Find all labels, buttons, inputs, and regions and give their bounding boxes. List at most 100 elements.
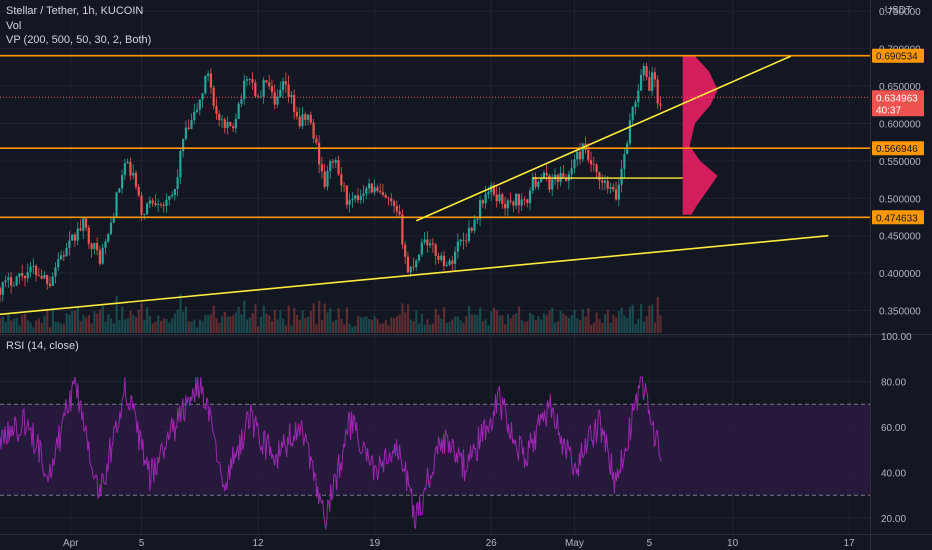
candle-body [37, 275, 40, 277]
volume-bar [523, 321, 526, 333]
volume-bar [395, 316, 399, 333]
volume-bar [437, 314, 440, 333]
volume-bar [492, 307, 496, 333]
volume-bar [637, 318, 640, 333]
volume-bar [315, 324, 318, 333]
candle-body [509, 200, 512, 202]
volume-bar [4, 322, 7, 333]
volume-bar [456, 316, 460, 333]
candle-body [259, 96, 262, 98]
volume-bar [540, 319, 543, 333]
volume-bar [556, 321, 559, 333]
volume-bar [190, 321, 193, 333]
candle-body [265, 80, 268, 83]
candle-body [273, 92, 276, 105]
price-tick-label: 0.650000 [879, 82, 921, 93]
volume-bar [592, 322, 596, 333]
candle-body [170, 195, 174, 197]
candle-body [198, 99, 201, 110]
candle-body [32, 265, 35, 267]
candle-body [412, 266, 415, 268]
candle-body [573, 159, 576, 169]
volume-bar [562, 313, 565, 333]
candle-body [195, 109, 199, 112]
volume-bar [18, 325, 21, 333]
volume-bar [132, 314, 135, 333]
volume-bar [590, 324, 593, 333]
candle-body [245, 79, 249, 81]
volume-bar [479, 307, 482, 333]
volume-bar [1, 316, 4, 333]
candle-body [603, 180, 607, 183]
candle-body [409, 266, 412, 273]
candle-body [104, 241, 107, 248]
support-tag [872, 210, 924, 225]
candle-body [595, 164, 598, 173]
volume-bar [345, 307, 349, 333]
volume-bar [431, 323, 435, 333]
candle-body [420, 242, 423, 255]
candle-body [315, 138, 318, 143]
volume-bar [370, 319, 374, 333]
candle-body [495, 194, 498, 202]
candle-body [343, 185, 346, 187]
candle-body [542, 172, 545, 179]
candle-body [298, 116, 301, 127]
candle-body [126, 161, 129, 164]
candle-body [614, 189, 618, 200]
candle-body [531, 177, 534, 191]
candle-body [623, 154, 626, 169]
volume-bar [48, 327, 52, 333]
candle-body [290, 94, 293, 98]
candle-body [429, 243, 432, 246]
candle-body [71, 234, 74, 241]
candle-body [362, 193, 365, 196]
volume-bar [134, 317, 138, 333]
volume-bar [501, 315, 504, 333]
volume-bar [62, 323, 66, 333]
rsi-tick-label: 60.00 [881, 423, 906, 434]
volume-bar [221, 315, 224, 333]
volume-bar [340, 319, 343, 333]
volume-bar [187, 321, 190, 333]
volume-bar [356, 315, 360, 333]
candle-body [248, 79, 251, 80]
candle-body [218, 113, 221, 120]
volume-bar [32, 327, 35, 333]
volume-bar [240, 314, 243, 333]
time-tick-label: May [565, 538, 584, 549]
candle-body [62, 255, 65, 257]
candle-body [659, 103, 662, 106]
resistance-tag-label: 0.690534 [876, 52, 918, 63]
volume-bar [107, 314, 110, 333]
candle-body [445, 264, 448, 267]
candle-body [84, 218, 88, 228]
volume-bar [606, 310, 609, 333]
candle-body [329, 161, 332, 171]
candle-body [1, 282, 4, 295]
volume-bar [279, 310, 282, 333]
volume-bar [534, 319, 537, 333]
candle-body [251, 79, 254, 83]
candle-body [359, 195, 362, 201]
volume-bar [609, 322, 612, 333]
candle-body [143, 214, 146, 215]
volume-bar [595, 312, 598, 333]
volume-bar [470, 314, 473, 333]
candle-body [520, 199, 523, 206]
volume-bar [318, 300, 321, 333]
candle-body [601, 180, 604, 183]
volume-bar [351, 327, 354, 333]
volume-profile-legend: VP (200, 500, 50, 30, 2, Both) [6, 34, 152, 46]
candle-body [134, 172, 138, 187]
volume-bar [257, 326, 260, 333]
rsi-tick-label: 100.00 [881, 332, 912, 343]
candle-body [295, 111, 299, 117]
volume-bar [620, 307, 623, 333]
candle-body [612, 186, 615, 190]
volume-bar [68, 314, 71, 333]
candle-body [434, 244, 437, 256]
volume-bar [148, 315, 152, 333]
volume-bar [409, 319, 412, 333]
